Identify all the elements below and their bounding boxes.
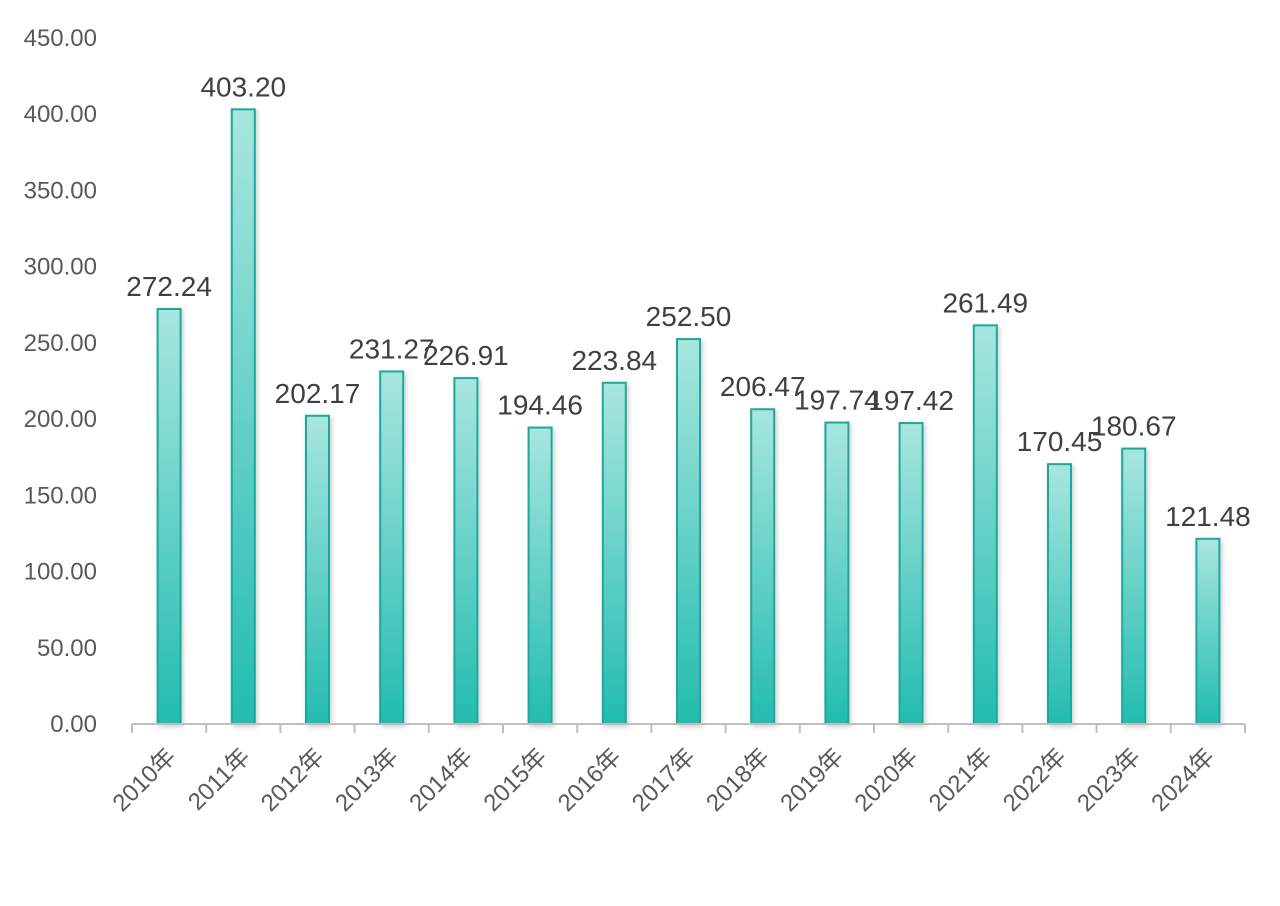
bar-value-label: 403.20	[200, 71, 286, 102]
x-category-label: 2022年	[998, 743, 1072, 817]
bar	[1121, 447, 1147, 725]
bar-value-label: 202.17	[275, 378, 361, 409]
x-category-label: 2023年	[1072, 743, 1146, 817]
x-category-label: 2017年	[627, 743, 701, 817]
y-tick-label: 50.00	[37, 635, 97, 662]
bar	[1047, 463, 1072, 725]
bar	[379, 370, 405, 725]
x-category-label: 2019年	[775, 743, 849, 817]
x-category-label: 2016年	[553, 743, 627, 817]
bar	[824, 421, 850, 725]
y-tick-label: 400.00	[24, 101, 97, 128]
bar-value-label: 252.50	[646, 301, 732, 332]
bar	[898, 422, 924, 725]
bar-value-label: 226.91	[423, 340, 509, 371]
x-category-label: 2021年	[924, 743, 998, 817]
y-tick-label: 0.00	[50, 711, 97, 738]
bar-value-label: 231.27	[349, 333, 435, 364]
x-category-label: 2013年	[330, 743, 404, 817]
y-axis-tick-labels: 0.00 50.00 100.00 150.00 200.00 250.00 300.00 3…	[24, 25, 97, 738]
bar	[1195, 537, 1221, 725]
bar	[527, 426, 553, 725]
x-category-label: 2010年	[108, 743, 182, 817]
bar	[305, 414, 330, 725]
y-tick-label: 250.00	[24, 330, 97, 357]
x-category-label: 2020年	[850, 743, 924, 817]
bar-value-label: 121.48	[1165, 501, 1251, 532]
bar-value-label: 261.49	[942, 287, 1028, 318]
bar-value-label: 194.46	[497, 390, 583, 421]
x-category-label: 2018年	[701, 743, 775, 817]
bar	[601, 381, 627, 725]
x-axis-category-labels: 2010年 2011年 2012年 2013年 2014年 2015年 2016年 2017年…	[108, 743, 1221, 817]
bar	[156, 307, 182, 725]
y-tick-label: 300.00	[24, 254, 97, 281]
x-category-label: 2011年	[183, 743, 256, 816]
bar-value-label: 180.67	[1091, 411, 1177, 442]
bar	[230, 108, 256, 726]
x-category-label: 2014年	[404, 743, 478, 817]
bar	[676, 338, 701, 725]
y-tick-label: 150.00	[24, 482, 97, 509]
bar-value-label: 272.24	[126, 271, 212, 302]
y-tick-label: 200.00	[24, 406, 97, 433]
x-category-label: 2024年	[1146, 743, 1220, 817]
x-category-label: 2015年	[479, 743, 553, 817]
bar-value-label: 223.84	[571, 345, 657, 376]
bar-value-label: 206.47	[720, 371, 806, 402]
bar	[972, 324, 998, 725]
bar	[453, 377, 479, 725]
bars	[156, 108, 1221, 726]
y-tick-label: 100.00	[24, 559, 97, 586]
bar-value-label: 197.74	[794, 385, 880, 416]
y-tick-label: 450.00	[24, 25, 97, 52]
bar-value-label: 197.42	[868, 385, 954, 416]
bar-value-label: 170.45	[1017, 426, 1103, 457]
x-category-label: 2012年	[256, 743, 330, 817]
y-tick-label: 350.00	[24, 177, 97, 204]
bar	[750, 408, 776, 725]
x-axis-ticks	[131, 724, 1246, 733]
